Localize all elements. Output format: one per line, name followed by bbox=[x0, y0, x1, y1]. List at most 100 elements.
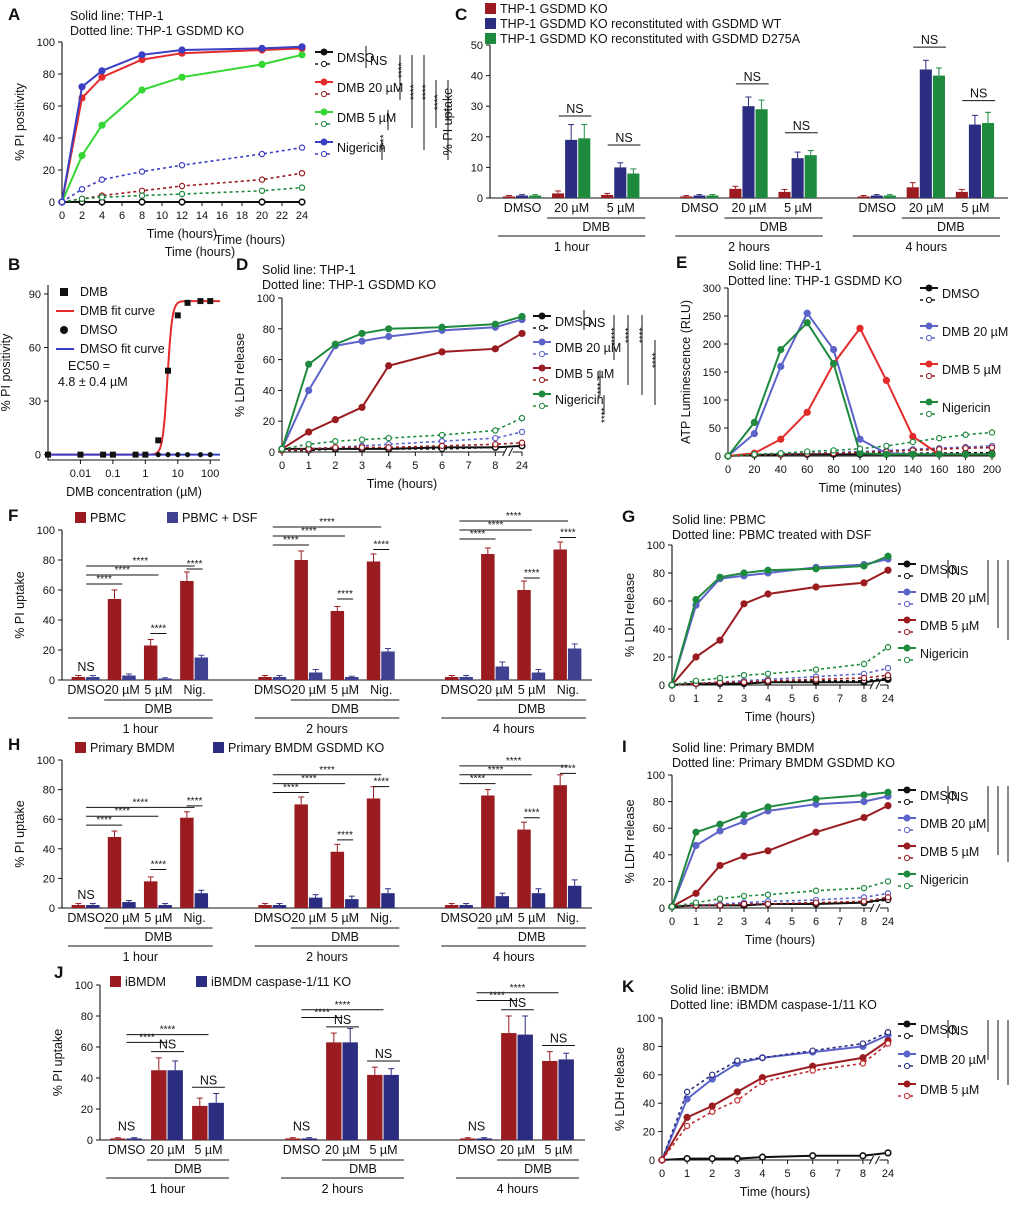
category-label: DMSO bbox=[67, 911, 105, 925]
category-label: 5 µM bbox=[144, 911, 172, 925]
legend-swatch bbox=[110, 976, 121, 987]
x-tick-label: 2 bbox=[717, 916, 723, 928]
bar bbox=[308, 672, 323, 680]
sig-label: NS bbox=[793, 119, 810, 133]
bar bbox=[330, 611, 345, 680]
bar bbox=[495, 666, 510, 680]
x-tick-label: 0 bbox=[59, 210, 65, 222]
legend-marker bbox=[538, 338, 546, 346]
bar bbox=[294, 804, 308, 908]
y-tick-label: 40 bbox=[643, 1098, 655, 1110]
data-point bbox=[777, 450, 785, 457]
data-point bbox=[860, 898, 868, 905]
legend-marker bbox=[538, 312, 546, 320]
data-point bbox=[78, 152, 86, 160]
data-point bbox=[812, 583, 820, 591]
y-tick-label: 30 bbox=[471, 101, 483, 113]
data-point bbox=[491, 320, 499, 328]
sig-label: **** bbox=[488, 520, 504, 531]
sig-label: **** bbox=[379, 134, 390, 150]
x-tick-label: 7 bbox=[835, 1168, 841, 1180]
legend-marker bbox=[60, 326, 68, 334]
data-point bbox=[58, 198, 66, 206]
sig-label: **** bbox=[114, 565, 130, 576]
bar bbox=[151, 1070, 167, 1140]
y-tick-label: 60 bbox=[643, 1070, 655, 1082]
y-tick-label: 80 bbox=[43, 785, 55, 797]
legend-marker bbox=[538, 364, 546, 372]
data-point bbox=[491, 345, 499, 353]
data-point bbox=[809, 1152, 816, 1159]
sig-label: NS bbox=[744, 70, 761, 84]
data-point bbox=[962, 444, 969, 452]
data-point bbox=[961, 450, 970, 458]
bar bbox=[366, 561, 381, 680]
data-point bbox=[138, 198, 146, 206]
group-label: DMB bbox=[518, 930, 546, 944]
sig-label: **** bbox=[651, 352, 662, 368]
data-point bbox=[385, 325, 393, 333]
data-point bbox=[734, 1097, 741, 1104]
y-tick-label: 60 bbox=[263, 355, 275, 367]
category-label: 20 µM bbox=[291, 683, 326, 697]
legend-marker bbox=[903, 656, 911, 664]
y-tick-label: 90 bbox=[29, 289, 41, 301]
data-point bbox=[518, 428, 526, 436]
data-point bbox=[884, 672, 892, 679]
data-point bbox=[197, 298, 204, 305]
data-point bbox=[809, 1067, 816, 1074]
bar bbox=[791, 158, 804, 198]
category-label: 20 µM bbox=[105, 911, 140, 925]
y-tick-label: 60 bbox=[81, 1042, 93, 1054]
data-point bbox=[138, 86, 146, 94]
category-label: Nig. bbox=[557, 683, 579, 697]
x-tick-label: 3 bbox=[359, 460, 365, 472]
y-tick-label: 0 bbox=[659, 680, 665, 692]
category-label: 5 µM bbox=[784, 201, 812, 215]
bar bbox=[86, 905, 100, 908]
sig-label: **** bbox=[397, 62, 408, 78]
series-line bbox=[671, 880, 889, 908]
legend-marker bbox=[925, 322, 933, 330]
sig-label: NS bbox=[77, 660, 94, 674]
y-axis-label: % PI positivity bbox=[13, 82, 27, 161]
data-point bbox=[860, 884, 868, 892]
bar bbox=[444, 677, 459, 680]
sig-label: **** bbox=[624, 327, 635, 343]
data-point bbox=[734, 1155, 741, 1162]
legend-note: Solid line: THP-1 bbox=[70, 9, 164, 23]
data-point bbox=[716, 820, 724, 828]
legend-entry: DMB fit curve bbox=[80, 304, 155, 318]
legend-entry: DMB 20 µM bbox=[920, 591, 986, 605]
bar bbox=[459, 905, 473, 908]
bar bbox=[192, 1105, 208, 1140]
y-tick-label: 50 bbox=[471, 40, 483, 52]
data-point bbox=[438, 348, 446, 356]
bar bbox=[308, 897, 323, 908]
category-label: 5 µM bbox=[331, 683, 359, 697]
legend-entry: DMB bbox=[80, 285, 108, 299]
legend-swatch bbox=[75, 742, 86, 753]
y-tick-label: 100 bbox=[37, 525, 55, 537]
legend-entry: Nigericin bbox=[920, 873, 969, 887]
bar bbox=[906, 187, 919, 198]
data-point bbox=[812, 887, 820, 894]
bar bbox=[122, 675, 136, 680]
sig-label: NS bbox=[159, 1038, 176, 1052]
data-point bbox=[860, 791, 868, 799]
series-line bbox=[671, 558, 889, 686]
sig-label: NS bbox=[77, 888, 94, 902]
data-point bbox=[884, 665, 892, 672]
legend-entry: DMB 5 µM bbox=[920, 845, 979, 859]
sig-label: **** bbox=[445, 104, 456, 120]
data-point bbox=[258, 44, 266, 53]
category-label: 20 µM bbox=[478, 911, 513, 925]
category-label: Nig. bbox=[183, 911, 205, 925]
category-label: 5 µM bbox=[331, 911, 359, 925]
x-tick-label: 4 bbox=[386, 460, 392, 472]
legend-entry: DMB 5 µM bbox=[920, 619, 979, 633]
bar bbox=[342, 1042, 358, 1140]
bar bbox=[955, 191, 968, 198]
